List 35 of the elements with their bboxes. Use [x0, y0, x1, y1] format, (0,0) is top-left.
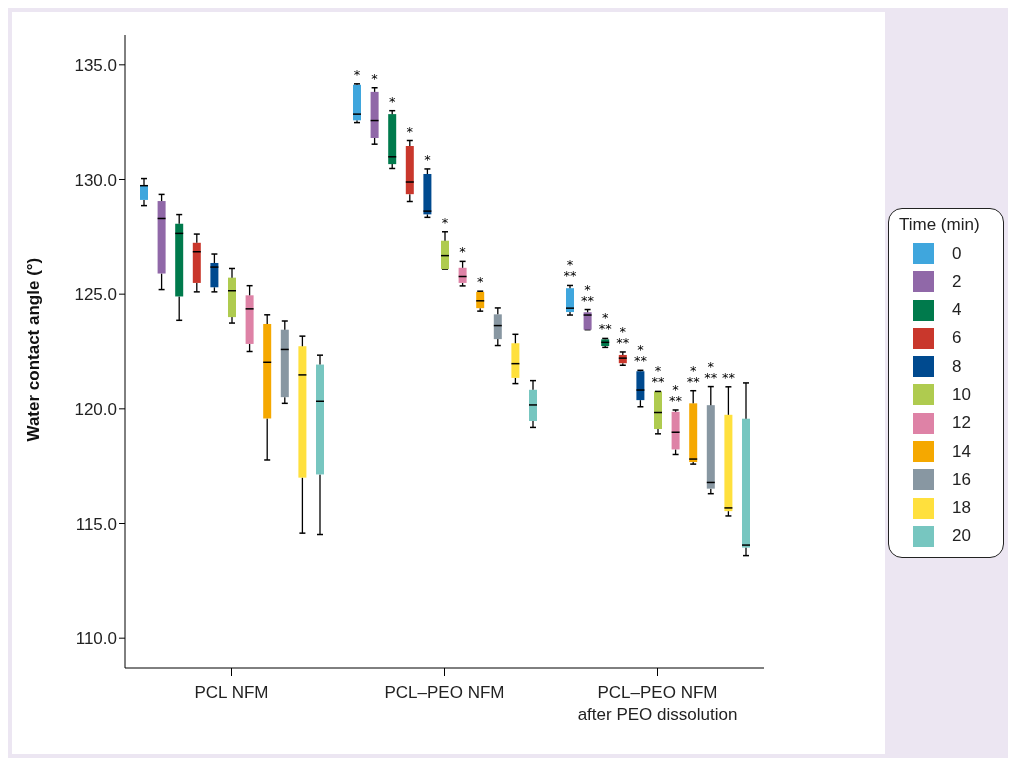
annotation: * [353, 66, 361, 82]
legend-label: 0 [952, 243, 962, 264]
legend-label: 4 [952, 300, 962, 321]
annotation: ** [651, 374, 665, 390]
legend-label: 8 [952, 356, 962, 377]
x-tick-label: PCL–PEO NFM [384, 683, 505, 702]
annotation: * [459, 244, 467, 260]
annotation: * [476, 274, 484, 290]
legend-label: 12 [952, 413, 971, 434]
y-tick-label: 130.0 [74, 170, 117, 190]
legend-label: 6 [952, 328, 962, 349]
y-tick-label: 125.0 [74, 285, 117, 305]
y-tick-label: 135.0 [74, 55, 117, 75]
annotation: * [388, 93, 396, 109]
legend-label: 14 [952, 441, 971, 462]
y-tick-label: 115.0 [75, 514, 117, 534]
annotation: * [371, 70, 379, 86]
legend-label: 16 [952, 469, 971, 490]
legend-label: 18 [952, 498, 971, 519]
y-axis-title: Water contact angle (°) [24, 257, 44, 442]
y-tick-label: 120.0 [74, 399, 117, 419]
legend-label: 2 [952, 271, 962, 292]
annotation: ** [598, 321, 613, 337]
annotation: ** [721, 369, 736, 385]
annotation: ** [563, 268, 577, 284]
x-tick-label: PCL NFM [194, 683, 269, 702]
legend-label: 10 [952, 384, 971, 405]
legend-label: 20 [952, 526, 971, 547]
x-tick-label: PCL–PEO NFM after PEO dissolution [577, 683, 738, 724]
legend-title: Time (min) [899, 215, 981, 236]
annotation: * [406, 123, 414, 139]
y-tick-label: 110.0 [75, 629, 117, 649]
annotation: * [424, 151, 432, 167]
annotation: ** [633, 353, 648, 369]
annotation: * [441, 214, 449, 230]
